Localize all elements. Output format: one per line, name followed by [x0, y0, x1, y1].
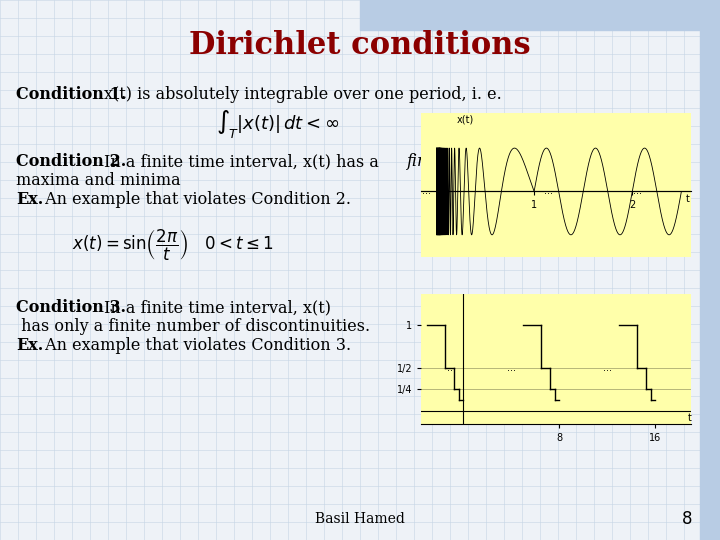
Text: ...: ... [446, 363, 456, 373]
Text: Dirichlet conditions: Dirichlet conditions [189, 30, 531, 62]
Text: In a finite time interval, x(t) has a: In a finite time interval, x(t) has a [104, 153, 384, 171]
Text: Condition 2.: Condition 2. [16, 153, 126, 171]
Text: x(t) is absolutely integrable over one period, i. e.: x(t) is absolutely integrable over one p… [104, 86, 502, 103]
Text: ...: ... [544, 186, 554, 197]
Text: Condition 1.: Condition 1. [16, 86, 126, 103]
Text: In a finite time interval, x(t): In a finite time interval, x(t) [104, 299, 331, 316]
Text: An example that violates Condition 2.: An example that violates Condition 2. [40, 191, 351, 208]
Text: maxima and minima: maxima and minima [16, 172, 181, 190]
Text: Ex.: Ex. [16, 337, 43, 354]
Bar [700, 0, 720, 540]
Text: finite: finite [407, 153, 449, 171]
Text: Basil Hamed: Basil Hamed [315, 512, 405, 526]
Text: 8: 8 [683, 510, 693, 529]
Text: has only a finite number of discontinuities.: has only a finite number of discontinuit… [16, 318, 370, 335]
Text: ...: ... [633, 186, 642, 197]
Text: ...: ... [422, 186, 431, 197]
Text: t: t [685, 194, 689, 204]
Text: Condition 3.: Condition 3. [16, 299, 126, 316]
Text: t: t [688, 413, 691, 423]
Text: An example that violates Condition 3.: An example that violates Condition 3. [40, 337, 351, 354]
Text: ...: ... [507, 363, 516, 373]
Text: x(t): x(t) [456, 114, 474, 124]
Text: $x(t) = \sin\!\left(\dfrac{2\pi}{t}\right) \quad 0 < t \leq 1$: $x(t) = \sin\!\left(\dfrac{2\pi}{t}\righ… [72, 228, 274, 264]
Text: ...: ... [603, 363, 612, 373]
Text: Ex.: Ex. [16, 191, 43, 208]
Text: $\int_{T} |x(t)|\,dt < \infty$: $\int_{T} |x(t)|\,dt < \infty$ [216, 108, 339, 140]
Text: number of: number of [439, 153, 528, 171]
Bar [360, 0, 720, 30]
